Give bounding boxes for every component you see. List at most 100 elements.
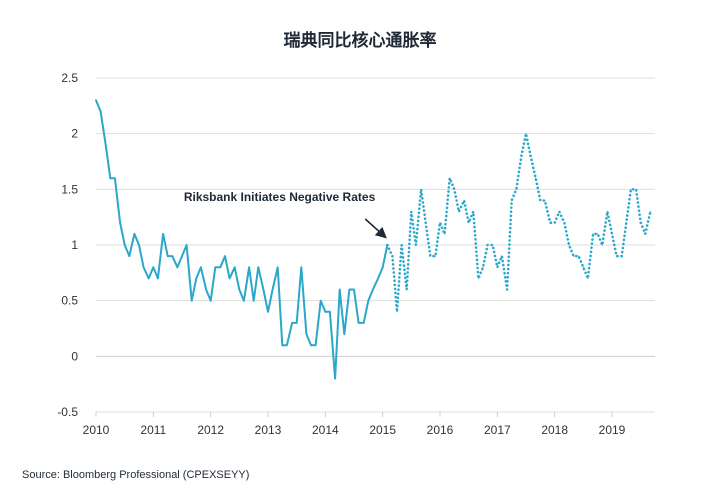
data-point — [277, 266, 279, 268]
data-point — [358, 322, 360, 324]
data-point — [200, 266, 202, 268]
data-point — [410, 211, 412, 213]
data-point — [606, 211, 609, 213]
x-tick-label: 2016 — [427, 423, 454, 437]
data-point — [119, 222, 121, 224]
data-point — [372, 288, 374, 291]
data-point — [458, 211, 460, 213]
data-point — [315, 344, 317, 346]
data-point — [463, 199, 465, 202]
data-point — [210, 300, 212, 302]
annotation-arrow — [364, 218, 387, 239]
data-point — [171, 255, 173, 257]
y-tick-label: -0.5 — [57, 405, 78, 419]
data-point — [501, 255, 503, 257]
data-point — [105, 144, 107, 146]
data-point — [138, 244, 140, 246]
data-point — [100, 110, 102, 112]
data-point — [329, 311, 331, 313]
data-point — [582, 266, 584, 268]
data-point — [186, 244, 188, 246]
data-point — [420, 188, 422, 190]
data-point — [377, 277, 379, 279]
x-tick-label: 2017 — [484, 423, 511, 437]
data-point — [152, 266, 154, 268]
data-point — [415, 244, 417, 246]
data-point — [644, 233, 646, 235]
data-point — [525, 133, 527, 135]
annotation-text: Riksbank Initiates Negative Rates — [184, 190, 376, 204]
data-point — [353, 288, 355, 291]
data-point — [195, 277, 197, 279]
data-point — [587, 277, 589, 279]
data-point — [296, 322, 298, 324]
data-point — [444, 233, 446, 235]
data-point — [243, 300, 245, 302]
data-point — [515, 188, 517, 190]
data-point — [616, 255, 618, 257]
data-point — [449, 177, 451, 179]
y-tick-label: 0.5 — [61, 294, 78, 308]
axes: 2.5 2 1.5 1 0.5 0 -0.5 2010 2011 2012 2013 2014 2015… — [57, 71, 625, 437]
data-point — [630, 188, 632, 190]
data-point — [324, 311, 326, 313]
y-tick-label: 2.5 — [61, 71, 78, 85]
data-point — [253, 300, 255, 302]
data-point — [124, 244, 126, 246]
source-note: Source: Bloomberg Professional (CPEXSEYY… — [22, 469, 250, 481]
data-point — [386, 244, 388, 246]
data-point — [453, 188, 455, 190]
y-tick-label: 0 — [71, 349, 78, 363]
data-point — [229, 277, 231, 279]
data-point — [224, 255, 226, 257]
series-layer — [95, 99, 652, 380]
data-point — [506, 288, 508, 291]
data-point — [267, 311, 269, 313]
y-tick-label: 1.5 — [61, 182, 78, 196]
x-tick-label: 2012 — [197, 423, 224, 437]
data-point — [133, 233, 135, 235]
x-tick-label: 2015 — [369, 423, 396, 437]
data-point — [406, 288, 408, 291]
data-point — [234, 266, 236, 268]
x-tick-label: 2010 — [83, 423, 110, 437]
data-point — [429, 255, 431, 257]
data-point — [601, 244, 603, 246]
data-point — [640, 222, 642, 224]
data-point — [472, 211, 474, 213]
data-point — [573, 255, 575, 257]
data-point — [167, 255, 169, 257]
data-point — [597, 233, 599, 235]
data-point — [114, 177, 116, 179]
data-point — [238, 288, 240, 291]
data-point — [95, 99, 97, 101]
data-point — [578, 255, 580, 257]
data-point — [310, 344, 312, 346]
data-point — [520, 155, 523, 157]
data-point — [162, 233, 164, 235]
data-point — [391, 255, 393, 257]
data-point — [549, 222, 551, 224]
data-point — [592, 233, 594, 235]
data-point — [281, 344, 283, 346]
data-point — [535, 177, 537, 179]
data-point — [563, 222, 566, 224]
data-point — [214, 266, 216, 268]
data-point — [176, 266, 178, 268]
data-point — [363, 322, 365, 324]
data-point — [396, 311, 398, 313]
x-tick-label: 2014 — [312, 423, 339, 437]
data-point — [496, 266, 498, 268]
data-point — [305, 333, 307, 335]
data-point — [621, 255, 623, 257]
data-point — [348, 288, 350, 291]
data-point — [286, 344, 288, 346]
data-point — [205, 288, 207, 291]
data-point — [143, 266, 145, 268]
data-point — [625, 222, 627, 224]
data-point — [568, 244, 570, 246]
data-point — [334, 378, 336, 380]
data-point — [181, 255, 183, 257]
data-point — [191, 300, 193, 302]
